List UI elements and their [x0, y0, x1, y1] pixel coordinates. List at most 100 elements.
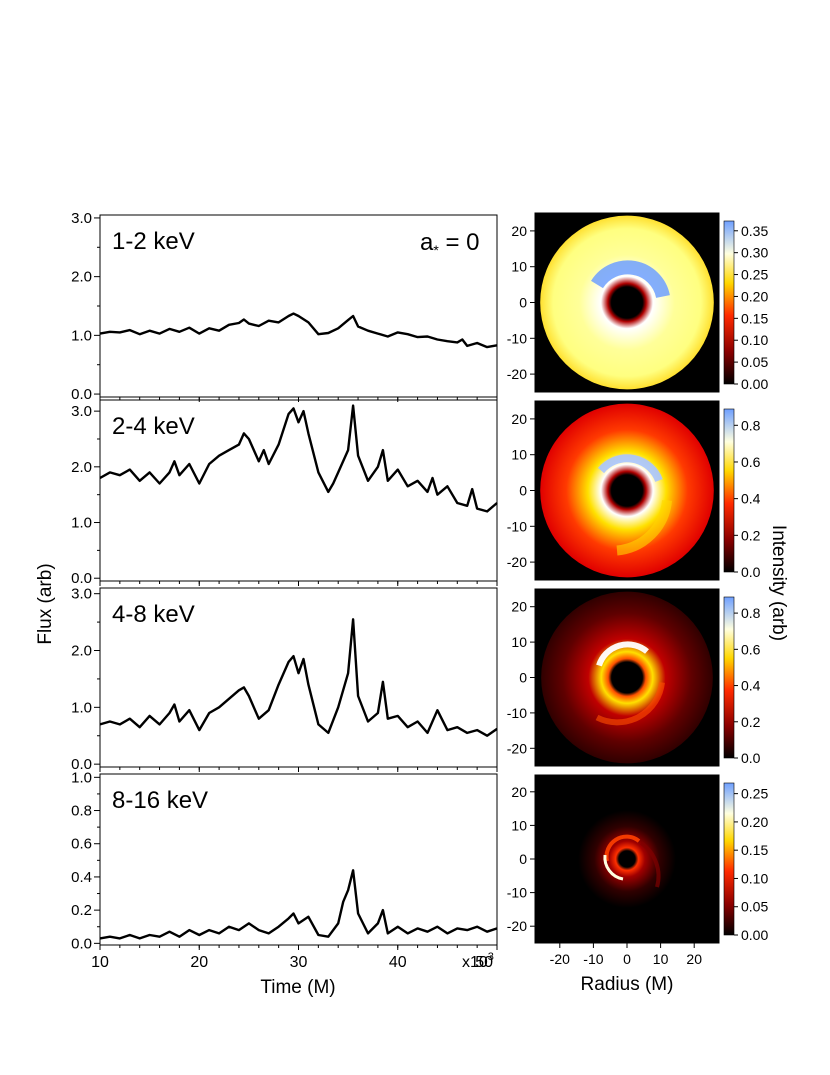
y-axis-label: Flux (arb): [35, 563, 56, 644]
colorbar-tick-label: 0.35: [741, 223, 768, 239]
colorbar-tick-label: 0.6: [741, 454, 761, 470]
disk-image-panels: 20100-10-200.000.050.100.150.200.250.300…: [507, 212, 768, 967]
hot-spot-arc: [597, 454, 663, 483]
light-curve-panel: 0.0 1.0 2.0 3.0 2-4 keV: [71, 399, 498, 587]
light-curve-panel: 0.0 1.0 2.0 3.0 1-2 keV: [71, 210, 498, 403]
image-x-tick-label: 0: [623, 951, 631, 967]
colorbar-tick-label: 0.15: [741, 842, 768, 858]
hot-spot-arc: [591, 260, 670, 299]
accretion-disk: [540, 403, 714, 578]
image-y-tick-label: -10: [507, 705, 527, 721]
colorbar-tick-label: 0.00: [741, 927, 768, 943]
colorbar-tick-label: 0.8: [741, 605, 761, 621]
y-tick-label: 3.0: [71, 586, 92, 603]
spin-subscript: *: [433, 242, 439, 258]
colorbar: [723, 408, 735, 573]
y-tick-label: 3.0: [71, 403, 92, 420]
y-tick-label: 1.0: [71, 515, 92, 532]
y-tick-label: 2.0: [71, 269, 92, 286]
energy-band-label: 2-4 keV: [112, 413, 195, 440]
image-y-tick-label: 20: [511, 411, 527, 427]
colorbar-tick-label: 0.10: [741, 332, 768, 348]
colorbar: [723, 596, 735, 759]
image-y-tick-label: -20: [507, 554, 527, 570]
spiral-arm: [595, 682, 665, 726]
y-tick-label: 0.0: [71, 756, 92, 773]
image-y-tick-label: -20: [507, 740, 527, 756]
colorbar-tick-label: 0.6: [741, 641, 761, 657]
spiral-arm: [639, 841, 661, 888]
y-tick-label: 0.2: [71, 902, 92, 919]
radius-axis-label: Radius (M): [581, 974, 674, 995]
y-tick-label: 0.4: [71, 869, 92, 886]
light-curve-line: [99, 869, 498, 940]
colorbar: [723, 782, 735, 936]
colorbar-tick-label: 0.10: [741, 870, 768, 886]
x-tick-label: 50: [475, 954, 493, 971]
colorbar-tick-label: 0.8: [741, 417, 761, 433]
y-tick-label: 0.8: [71, 803, 92, 820]
x-axis-multiplier-exp: 3: [488, 951, 494, 963]
disk-image-panel: 20 10 0 -10 -20 0.00 0.05 0.10 0.15 0.20 0.25 0.30 0…: [507, 212, 768, 393]
colorbar-tick-label: 0.4: [741, 678, 761, 694]
spin-annotation: a* = 0: [420, 229, 480, 258]
colorbar-tick-label: 0.2: [741, 714, 761, 730]
colorbar-tick-label: 0.05: [741, 354, 768, 370]
image-y-tick-label: -10: [507, 518, 527, 534]
image-x-tick-label: -10: [583, 951, 603, 967]
light-curve-line: [99, 618, 498, 737]
image-y-tick-label: 0: [519, 483, 527, 499]
colorbar: [723, 220, 735, 385]
energy-band-label: 4-8 keV: [112, 601, 195, 628]
y-tick-label: 0.0: [71, 386, 92, 403]
image-x-tick-label: 20: [686, 951, 702, 967]
image-y-tick-label: 10: [511, 634, 527, 650]
y-tick-label: 0.0: [71, 570, 92, 587]
intensity-axis-label: Intensity (arb): [768, 525, 789, 641]
image-y-tick-label: 20: [511, 223, 527, 239]
image-y-tick-label: -20: [507, 366, 527, 382]
spin-symbol: a: [420, 229, 434, 256]
light-curve-panel: 0.0 0.2 0.4 0.6 0.8 1.0 10 20 30 40 8-16 keV: [71, 769, 498, 971]
y-tick-label: 1.0: [71, 769, 92, 786]
image-y-tick-label: -10: [507, 885, 527, 901]
hot-spot-arc: [603, 854, 624, 881]
image-y-tick-label: 0: [519, 295, 527, 311]
x-tick-label: 20: [190, 954, 208, 971]
colorbar-tick-label: 0.4: [741, 491, 761, 507]
image-x-tick-label: 10: [653, 951, 669, 967]
colorbar-tick-label: 0.15: [741, 310, 768, 326]
hot-spot-arc: [604, 834, 641, 862]
colorbar-tick-label: 0.25: [741, 267, 768, 283]
accretion-disk: [545, 777, 709, 941]
disk-image-panel: 20 10 0 -10 -20 0.0 0.2 0.4 0.6 0.8: [507, 400, 761, 581]
x-axis-label: Time (M): [260, 977, 335, 998]
x-tick-label: 10: [91, 954, 109, 971]
disk-image-panel: 20 10 0 -10 -20 0.0 0.2 0.4 0.6 0.8: [507, 588, 761, 767]
colorbar-tick-label: 0.25: [741, 786, 768, 802]
y-tick-label: 2.0: [71, 643, 92, 660]
image-y-tick-label: -10: [507, 330, 527, 346]
accretion-disk: [540, 215, 714, 390]
colorbar-tick-label: 0.2: [741, 527, 761, 543]
y-tick-label: 1.0: [71, 327, 92, 344]
image-y-tick-label: 10: [511, 259, 527, 275]
colorbar-tick-label: 0.30: [741, 245, 768, 261]
x-axis-multiplier: x103: [462, 951, 494, 971]
y-tick-label: 3.0: [71, 210, 92, 227]
light-curve-line: [99, 404, 498, 513]
y-tick-label: 0.6: [71, 836, 92, 853]
colorbar-tick-label: 0.0: [741, 750, 761, 766]
colorbar-tick-label: 0.0: [741, 564, 761, 580]
y-tick-label: 1.0: [71, 699, 92, 716]
spiral-arm: [616, 499, 672, 556]
light-curve-panel: 0.0 1.0 2.0 3.0 4-8 keV: [71, 586, 498, 773]
accretion-disk: [541, 591, 713, 764]
image-y-tick-label: 20: [511, 784, 527, 800]
image-y-tick-label: 0: [519, 670, 527, 686]
y-tick-label: 0.0: [71, 935, 92, 952]
light-curve-line: [99, 312, 498, 349]
image-y-tick-label: 0: [519, 851, 527, 867]
colorbar-tick-label: 0.20: [741, 814, 768, 830]
